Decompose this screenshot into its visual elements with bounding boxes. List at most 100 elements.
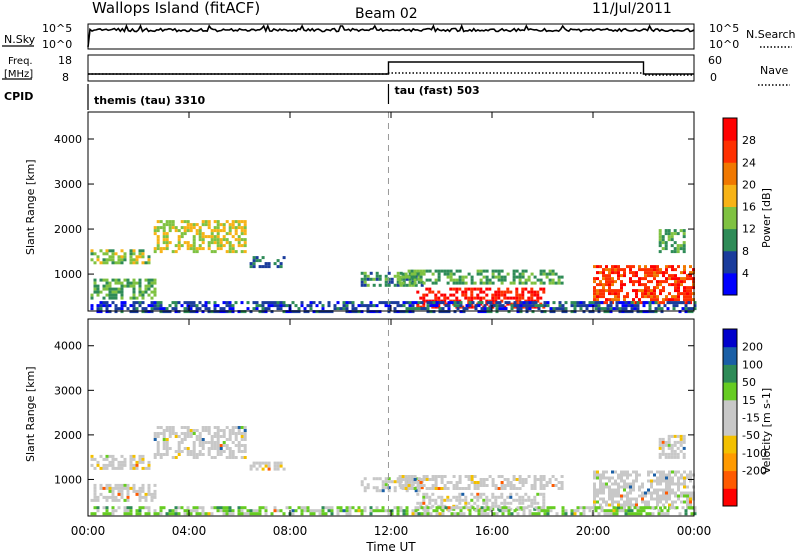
power-echo-region-0 [90,249,151,265]
power-echo-region-9 [90,301,697,314]
velocity-colorbar-tick-6: -100 [742,447,767,460]
velocity-echo-region-5 [398,475,564,490]
beam-title: Beam 02 [355,6,418,22]
time-tick-label-2: 08:00 [273,524,308,538]
velocity-colorbar: 200 100 50 15 -15 -50 -100 -200 [722,328,767,507]
nave-tick-top: 60 [708,54,722,67]
noise-left-tick-bottom: 10^0 [42,38,72,51]
velocity-colorbar-swatch-2 [723,452,737,472]
velocity-ylabel: Slant Range [km] [24,366,37,462]
freq-label-top: Freq. [8,56,33,67]
nave-label: Nave [760,64,788,77]
date-title: 11/Jul/2011 [592,1,672,17]
power-ylabel: Slant Range [km] [24,159,37,255]
power-colorbar-swatch-5 [723,162,737,185]
velocity-colorbar-swatch-4 [723,417,737,436]
power-echo-region-1 [153,220,247,254]
velocity-panel: 1000 2000 3000 4000 [54,319,697,516]
power-colorbar-swatch-4 [723,184,737,207]
power-ytick-label-0: 1000 [54,268,82,281]
velocity-colorbar-swatch-1 [723,470,737,489]
velocity-colorbar-swatch-5 [723,399,737,418]
power-colorbar-tick-3: 16 [742,201,756,214]
velocity-ytick-label-0: 1000 [54,473,82,486]
time-tick-label-4: 16:00 [475,524,510,538]
velocity-colorbar-tick-4: -15 [742,412,760,425]
power-colorbar-swatch-0 [723,272,737,296]
velocity-ytick-label-2: 3000 [54,384,82,397]
station-title: Wallops Island (fitACF) [92,0,260,17]
power-echo-region-7 [593,265,695,305]
cpid-label: CPID [4,90,33,103]
power-echo-region-8 [658,229,686,254]
velocity-echo-region-8 [658,434,686,459]
power-colorbar-tick-6: 28 [742,134,756,147]
noise-left-tick-top: 10^5 [42,22,72,35]
power-colorbar-label: Power [dB] [760,188,773,248]
noise-panel-frame [87,23,695,50]
velocity-echo-region-2 [90,483,157,502]
velocity-colorbar-swatch-6 [723,382,737,401]
velocity-colorbar-swatch-8 [723,346,737,365]
power-colorbar-tick-5: 24 [742,156,756,169]
power-colorbar-tick-1: 8 [742,245,749,258]
time-axis: 00:00 04:00 08:00 12:00 16:00 20:00 00:00 [71,112,712,538]
cpid-segment-2: tau (fast) 503 [394,84,479,97]
velocity-colorbar-label: Velocity [m s-1] [760,388,773,474]
time-tick-label-3: 12:00 [374,524,409,538]
power-echo-region-3 [249,256,286,269]
noise-left-label: N.Sky [4,33,36,46]
velocity-colorbar-tick-2: 50 [742,376,756,389]
velocity-ytick-label-3: 4000 [54,340,82,353]
freq-panel-frame [87,54,695,82]
velocity-colorbar-swatch-9 [723,329,737,348]
velocity-echo-region-0 [90,454,151,470]
noise-right-tick-top: 10^5 [709,22,739,35]
velocity-colorbar-tick-5: -50 [742,429,760,442]
velocity-echo-region-7 [593,470,695,510]
power-colorbar-frame [722,117,738,296]
power-colorbar-swatch-1 [723,250,737,274]
time-axis-label: Time UT [365,540,416,554]
cpid-segment-1: themis (tau) 3310 [94,94,206,107]
power-panel: 1000 2000 3000 4000 [54,112,697,314]
power-colorbar-swatch-3 [723,206,737,230]
power-colorbar: 4 8 12 16 20 24 28 [722,117,756,296]
noise-right-label: N.Search [746,28,796,41]
velocity-echo-region-3 [249,461,286,471]
power-colorbar-swatch-2 [723,228,737,252]
power-colorbar-tick-4: 20 [742,178,756,191]
noise-sky-line [87,23,695,48]
power-ytick-label-3: 4000 [54,133,82,146]
velocity-colorbar-swatch-0 [723,488,737,507]
noise-right-tick-bottom: 10^0 [709,38,739,51]
power-colorbar-swatch-7 [723,118,737,141]
velocity-colorbar-tick-3: 15 [742,394,756,407]
freq-tick-bottom: 8 [62,71,69,84]
velocity-echo-region-9 [90,506,697,516]
power-colorbar-tick-0: 4 [742,267,749,280]
velocity-colorbar-frame [722,328,738,507]
velocity-colorbar-tick-0: 200 [742,341,763,354]
power-colorbar-swatch-6 [723,140,737,163]
time-tick-label-0: 00:00 [71,524,106,538]
velocity-colorbar-swatch-3 [723,435,737,454]
power-echo-region-5 [398,269,564,285]
freq-tick-top: 18 [58,54,72,67]
time-tick-label-6: 00:00 [677,524,712,538]
velocity-ytick-label-1: 2000 [54,429,82,442]
power-echo-region-2 [90,278,157,300]
power-colorbar-tick-2: 12 [742,223,756,236]
velocity-echo-region-1 [153,426,247,459]
time-tick-label-1: 04:00 [172,524,207,538]
freq-label-bottom: [MHz] [4,69,33,80]
freq-line [88,61,694,75]
time-tick-label-5: 20:00 [576,524,611,538]
velocity-colorbar-tick-1: 100 [742,358,763,371]
velocity-colorbar-swatch-7 [723,364,737,383]
power-ytick-label-2: 3000 [54,178,82,191]
velocity-colorbar-tick-7: -200 [742,465,767,478]
nave-tick-bottom: 0 [710,71,717,84]
power-ytick-label-1: 2000 [54,223,82,236]
